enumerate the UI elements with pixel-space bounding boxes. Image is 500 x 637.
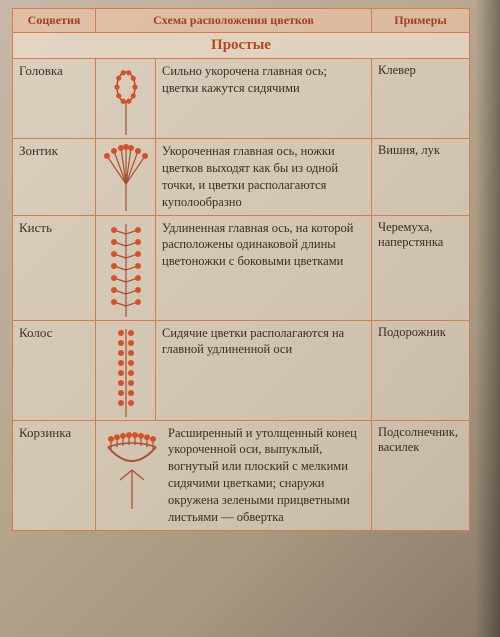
table-row: Колос Сидячие цветки располагаются на гла… [13,320,470,420]
diagram-cell [96,59,156,139]
inflorescence-name: Зонтик [13,139,96,216]
table-row: Корзинка Расширенный и утолщенный конец … [13,420,470,530]
inflorescence-name: Кисть [13,215,96,320]
description: Сидячие цветки располагаются на главной … [156,320,372,420]
examples: Вишня, лук [372,139,470,216]
diagram-cell [96,215,156,320]
examples: Подсолнечник, василек [372,420,470,530]
table-body: Простые Головка Сильно укорочена главная … [13,33,470,531]
page: Соцветия Схема расположения цветков Прим… [0,0,500,637]
description: Расширенный и утолщенный конец укороченн… [168,425,365,526]
examples: Клевер [372,59,470,139]
inflorescence-name: Колос [13,320,96,420]
section-title: Простые [13,33,470,59]
table-row: Кисть Удлиненная главная ось, на которой … [13,215,470,320]
diagram-cell [96,320,156,420]
table-row: Зонтик Укороченная главная ось, ножки цве… [13,139,470,216]
section-row: Простые [13,33,470,59]
diagram-cell [96,139,156,216]
examples: Черемуха, наперстянка [372,215,470,320]
description: Удлиненная главная ось, на которой распо… [156,215,372,320]
table-row: Головка Сильно укорочена главная ось; цве… [13,59,470,139]
col-header-examples: Примеры [372,9,470,33]
header-row: Соцветия Схема расположения цветков Прим… [13,9,470,33]
inflorescence-table: Соцветия Схема расположения цветков Прим… [12,8,470,531]
col-header-type: Соцветия [13,9,96,33]
description: Укороченная главная ось, ножки цветков в… [156,139,372,216]
examples: Подорожник [372,320,470,420]
inflorescence-name: Корзинка [13,420,96,530]
diagram-and-description: Расширенный и утолщенный конец укороченн… [96,420,372,530]
diagram-icon [102,425,162,510]
description: Сильно укорочена главная ось; цветки каж… [156,59,372,139]
col-header-scheme: Схема расположения цветков [96,9,372,33]
inflorescence-name: Головка [13,59,96,139]
